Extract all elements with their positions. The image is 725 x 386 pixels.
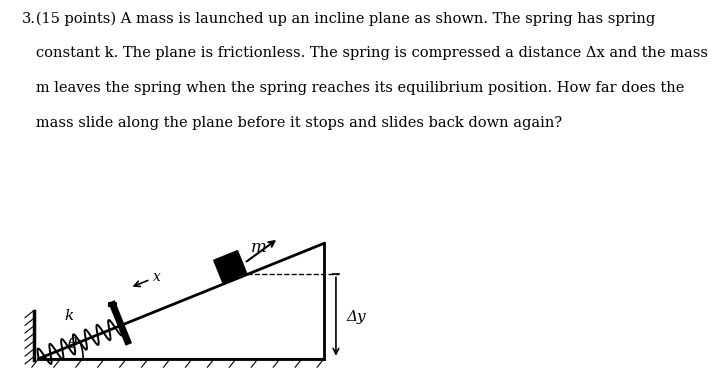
Text: 3.: 3. bbox=[22, 12, 36, 25]
Text: mass slide along the plane before it stops and slides back down again?: mass slide along the plane before it sto… bbox=[22, 116, 562, 130]
Polygon shape bbox=[214, 251, 247, 284]
Text: k: k bbox=[65, 309, 74, 323]
Text: m: m bbox=[251, 239, 266, 256]
Text: m leaves the spring when the spring reaches its equilibrium position. How far do: m leaves the spring when the spring reac… bbox=[22, 81, 684, 95]
Text: x: x bbox=[153, 270, 161, 284]
Text: θ: θ bbox=[67, 337, 77, 351]
Text: Δy: Δy bbox=[347, 310, 366, 323]
Text: (15 points) A mass is launched up an incline plane as shown. The spring has spri: (15 points) A mass is launched up an inc… bbox=[22, 12, 655, 26]
Text: constant k. The plane is frictionless. The spring is compressed a distance Δx an: constant k. The plane is frictionless. T… bbox=[22, 46, 708, 60]
